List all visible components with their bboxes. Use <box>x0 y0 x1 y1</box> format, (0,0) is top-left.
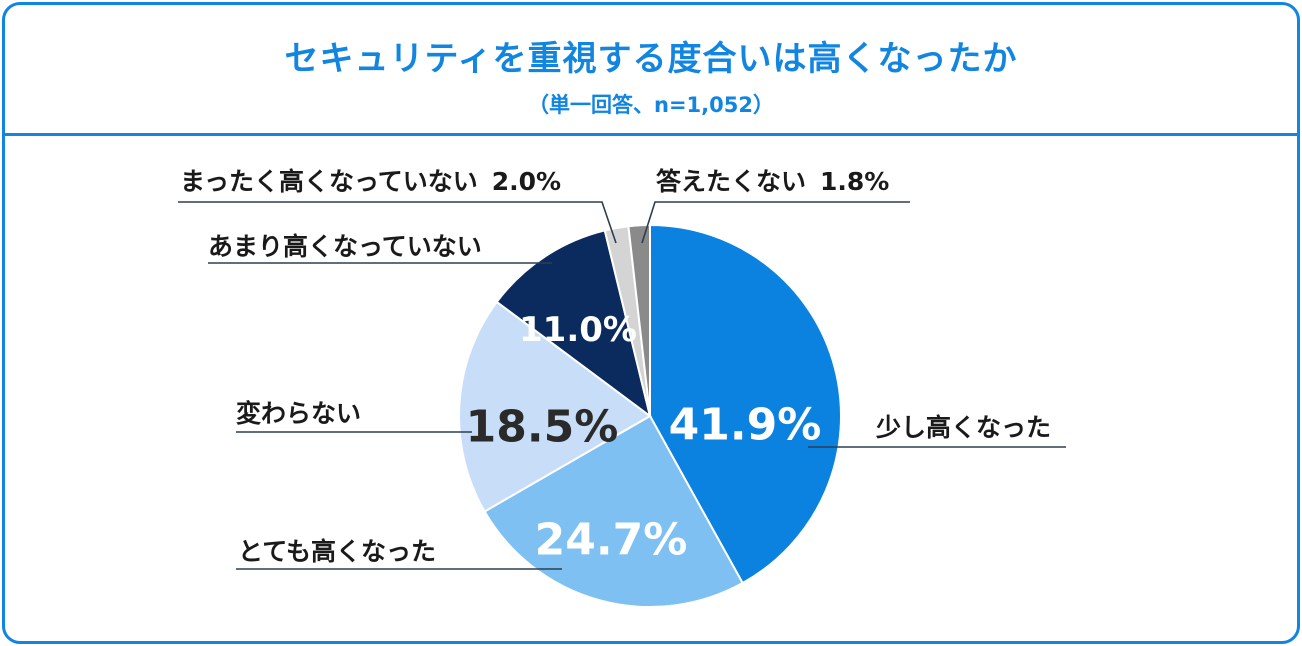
leader-line <box>178 201 617 244</box>
pie-slice <box>458 300 652 513</box>
slice-category-label: 変わらない <box>236 399 361 428</box>
slice-category-label: あまり高くなっていない <box>208 232 482 261</box>
slice-value-label: 2.0% <box>492 167 561 196</box>
pie-slice <box>627 223 651 417</box>
pie-slices <box>458 223 842 608</box>
chart-header: セキュリティを重視する度合いは高くなったか （単一回答、n=1,052） <box>5 5 1297 136</box>
slice-value-label: 11.0% <box>519 310 637 350</box>
chart-subtitle: （単一回答、n=1,052） <box>528 93 774 117</box>
chart-title: セキュリティを重視する度合いは高くなったか <box>284 39 1018 79</box>
slice-category-label: とても高くなった <box>238 537 436 566</box>
leader-lines <box>178 201 1066 570</box>
slice-category-label: 少し高くなった <box>875 413 1051 442</box>
pie-slice <box>483 414 744 608</box>
slice-value-label: 41.9% <box>669 399 822 450</box>
pie-slice <box>495 229 652 419</box>
slice-category-label: 答えたくない 1.8% <box>656 167 889 196</box>
slice-category-label: まったく高くなっていない 2.0% <box>180 167 561 196</box>
pie-slice <box>649 223 842 585</box>
slice-value-label: 18.5% <box>466 401 619 452</box>
leader-line <box>641 201 910 244</box>
slice-labels: 41.9% 少し高くなった 24.7% とても高くなった 18.5% 変わらない 11.0%… <box>180 167 1051 566</box>
slice-value-label: 24.7% <box>535 514 688 565</box>
slice-value-label: 1.8% <box>820 167 889 196</box>
